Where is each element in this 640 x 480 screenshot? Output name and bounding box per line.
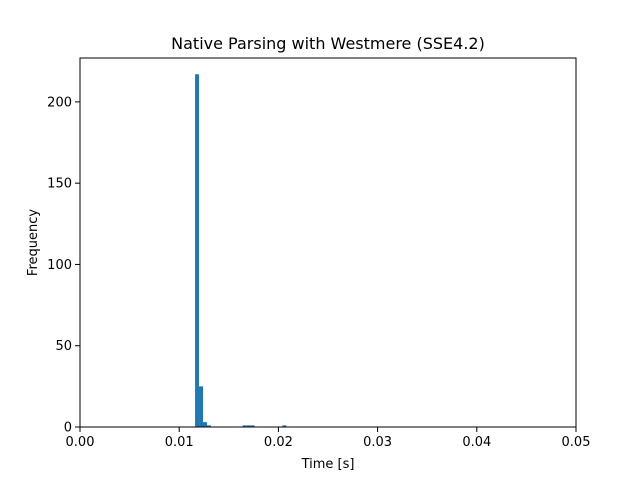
y-tick-label: 150 xyxy=(47,177,72,192)
histogram-bar-2 xyxy=(203,422,207,427)
plot-frame xyxy=(79,57,577,428)
x-axis-ticks: 0.00 0.01 0.02 0.03 0.04 0.05 xyxy=(66,427,591,450)
bars-layer xyxy=(195,74,287,428)
y-tick-label: 200 xyxy=(47,95,72,110)
histogram-bar-5 xyxy=(246,425,251,427)
y-tick-label: 50 xyxy=(55,339,72,354)
histogram-bar-7 xyxy=(282,425,287,427)
x-tick-label: 0.04 xyxy=(462,435,491,450)
x-tick-label: 0.05 xyxy=(562,435,591,450)
x-tick-label: 0.01 xyxy=(165,435,194,450)
x-tick-label: 0.02 xyxy=(264,435,293,450)
histogram-bar-4 xyxy=(242,425,247,427)
y-axis-label: Frequency xyxy=(26,209,41,276)
histogram-bar-0 xyxy=(195,74,200,428)
y-tick-label: 0 xyxy=(64,421,72,436)
y-tick-label: 100 xyxy=(47,258,72,273)
histogram-bar-1 xyxy=(199,386,204,427)
histogram-bar-3 xyxy=(206,425,211,427)
chart-title: Native Parsing with Westmere (SSE4.2) xyxy=(171,34,485,53)
y-axis-ticks: 0 50 100 150 200 xyxy=(47,95,80,436)
x-tick-label: 0.00 xyxy=(66,435,95,450)
histogram-bar-6 xyxy=(250,425,255,427)
x-tick-label: 0.03 xyxy=(363,435,392,450)
x-axis-label: Time [s] xyxy=(301,457,355,472)
